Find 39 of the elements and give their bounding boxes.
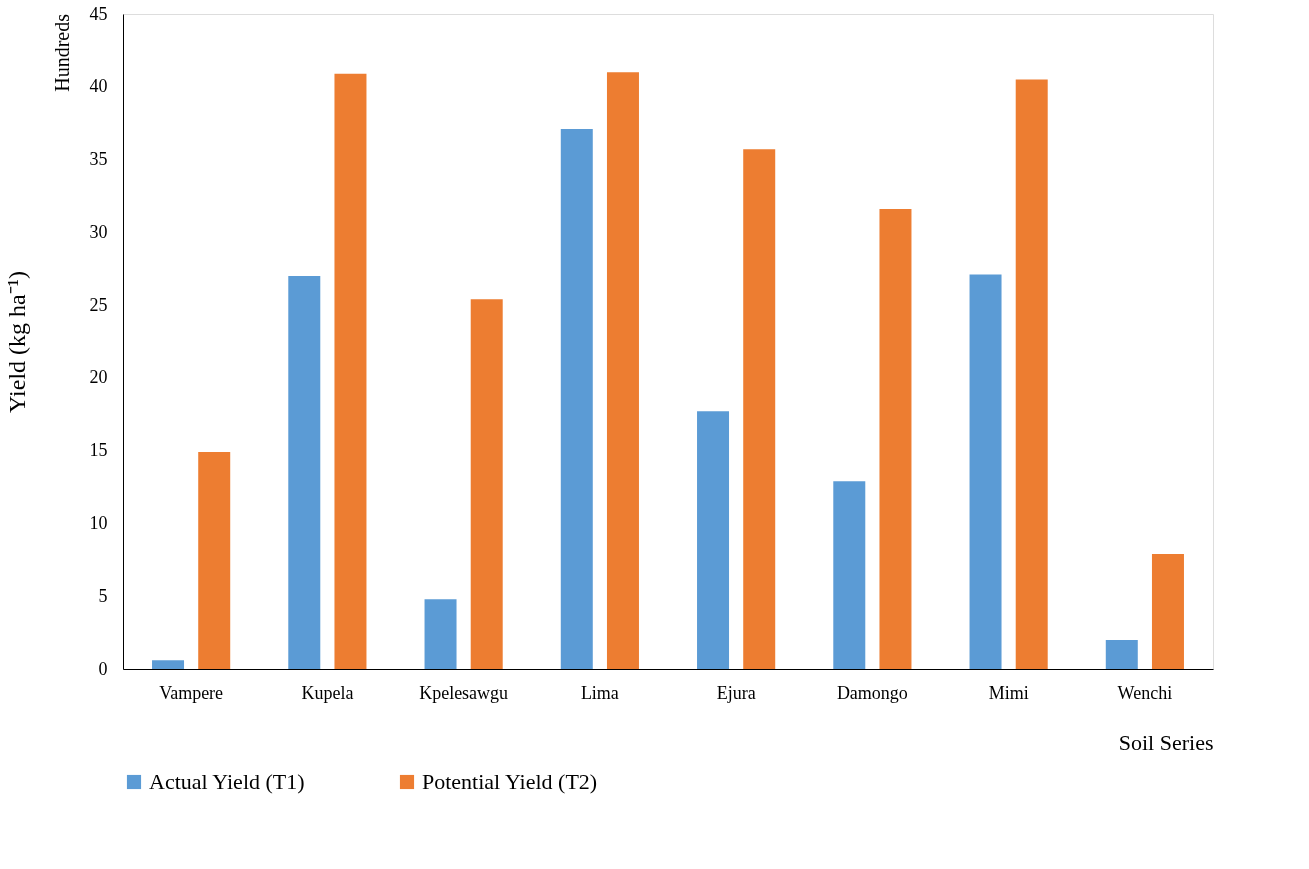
y-axis-title: Yield (kg ha⁻¹) [3, 271, 30, 413]
bar [334, 73, 367, 669]
x-tick-label: Lima [580, 682, 619, 703]
y-tick-label: 10 [89, 512, 108, 533]
bar [152, 660, 185, 669]
y-tick-label: 25 [89, 294, 108, 315]
bar [1151, 554, 1184, 669]
x-tick-label: Wenchi [1117, 682, 1173, 703]
y-tick-label: 20 [89, 367, 108, 388]
x-tick-label: Vampere [159, 682, 224, 703]
bar [606, 72, 639, 669]
bar [470, 299, 503, 669]
text: Hundreds [51, 13, 73, 92]
bar [1105, 639, 1138, 669]
x-axis-title: Soil Series [1118, 729, 1214, 755]
legend-label: Potential Yield (T2) [422, 769, 598, 794]
x-tick-label: Kpelesawgu [419, 682, 509, 703]
bar [198, 452, 231, 669]
bar [560, 128, 593, 669]
y-tick-label: 15 [89, 440, 108, 461]
legend-label: Actual Yield (T1) [149, 769, 305, 794]
y-tick-label: 40 [89, 76, 108, 97]
bar [288, 276, 321, 669]
bar [424, 599, 457, 669]
y-tick-label: 45 [89, 3, 108, 24]
y-tick-label: 30 [89, 221, 108, 242]
x-tick-label: Kupela [301, 682, 354, 703]
bar [1015, 79, 1048, 669]
bar [743, 149, 776, 669]
x-tick-label: Damongo [836, 682, 908, 703]
bar [833, 481, 866, 669]
bar [697, 411, 730, 669]
y-tick-label: 0 [98, 658, 108, 679]
y-tick-label: 5 [98, 585, 108, 606]
bar [969, 274, 1002, 669]
bar [879, 209, 912, 669]
y-tick-label: 35 [89, 149, 108, 170]
x-tick-label: Ejura [716, 682, 756, 703]
x-tick-label: Mimi [988, 682, 1029, 703]
